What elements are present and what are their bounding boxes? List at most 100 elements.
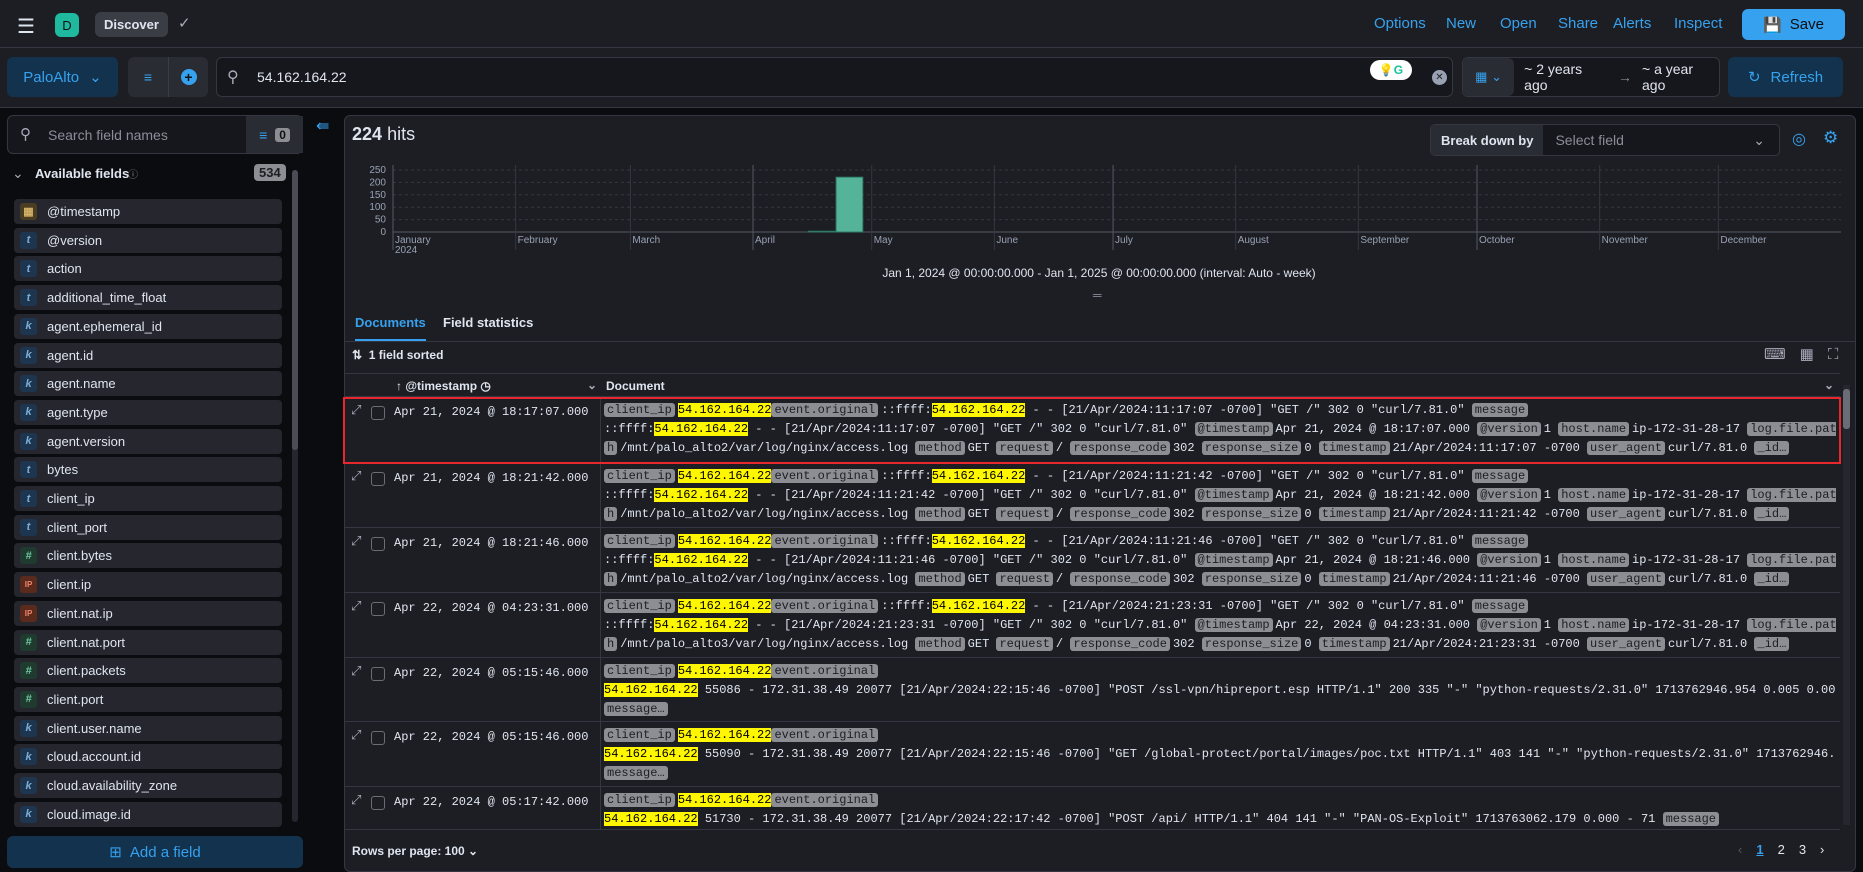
save-button[interactable]: 💾 Save [1742, 9, 1845, 40]
field-item[interactable]: IP client.ip [14, 572, 282, 598]
field-item[interactable]: # client.port [14, 686, 282, 712]
gear-icon[interactable]: ⚙ [1823, 128, 1839, 147]
tab-documents[interactable]: Documents [355, 315, 426, 341]
new-link[interactable]: New [1446, 15, 1477, 32]
expand-icon[interactable]: ⤢ [351, 664, 362, 679]
date-end[interactable]: ~ a year ago [1642, 61, 1693, 93]
field-value: /mnt/palo_alto2/var/log/nginx/access.log [620, 572, 916, 586]
field-key-badge: request [996, 572, 1053, 586]
field-item[interactable]: k cloud.availability_zone [14, 773, 282, 798]
add-field-button[interactable]: ⊞ Add a field [7, 836, 303, 868]
field-item[interactable]: k cloud.image.id [14, 801, 282, 827]
open-link[interactable]: Open [1500, 15, 1537, 32]
density-icon[interactable]: ▦ [1799, 346, 1828, 363]
table-row[interactable]: ⤢ Apr 21, 2024 @ 18:21:46.000 client_ip 54.… [344, 528, 1840, 593]
field-item[interactable]: ▦ @timestamp [14, 199, 282, 224]
clear-icon[interactable]: ✕ [1432, 70, 1447, 85]
row-checkbox[interactable] [371, 731, 385, 745]
field-key-badge: method [915, 637, 965, 651]
rows-per-page[interactable]: Rows per page: 100 ⌄ [352, 844, 479, 858]
field-item[interactable]: IP client.nat.ip [14, 600, 282, 626]
table-row[interactable]: ⤢ Apr 22, 2024 @ 04:23:31.000 client_ip 54.… [344, 593, 1840, 658]
field-item[interactable]: k agent.id [14, 342, 282, 368]
share-link[interactable]: Share [1558, 15, 1599, 32]
field-item[interactable]: t bytes [14, 457, 282, 483]
field-item[interactable]: t additional_time_float [14, 285, 282, 311]
chevron-down-icon[interactable]: ⌄ [1824, 378, 1835, 392]
add-filter-button[interactable]: + [168, 57, 208, 97]
expand-icon[interactable]: ⤢ [351, 534, 362, 549]
histogram-bar[interactable] [835, 176, 864, 233]
table-row[interactable]: ⤢ Apr 22, 2024 @ 05:15:46.000 client_ip 54.… [344, 722, 1840, 787]
query-input[interactable]: ⚲ 54.162.164.22 💡G ✕ [216, 57, 1453, 97]
available-fields-title[interactable]: Available fields [35, 166, 130, 181]
date-picker[interactable]: ▦ ⌄ ~ 2 years ago → ~ a year ago [1462, 57, 1720, 97]
field-search-input[interactable]: ⚲ Search field names ≡ 0 [7, 115, 303, 154]
field-item[interactable]: t @version [14, 227, 282, 253]
space-avatar[interactable]: D [55, 13, 79, 37]
date-start[interactable]: ~ 2 years ago [1524, 61, 1583, 93]
field-item[interactable]: k client.user.name [14, 715, 282, 741]
row-checkbox[interactable] [371, 796, 385, 810]
calendar-icon[interactable]: ▦ ⌄ [1463, 58, 1515, 96]
field-item[interactable]: k agent.ephemeral_id [14, 313, 282, 339]
page-1[interactable]: 1 [1756, 842, 1764, 857]
fullscreen-icon[interactable]: ⛶ [1827, 346, 1853, 363]
x-tick-label: July [1115, 235, 1133, 246]
row-checkbox[interactable] [371, 667, 385, 681]
table-row[interactable]: ⤢ Apr 22, 2024 @ 05:15:46.000 client_ip 54.… [344, 658, 1840, 722]
field-value: curl/7.81.0 [1668, 637, 1755, 651]
page-3[interactable]: 3 [1798, 842, 1807, 857]
row-checkbox[interactable] [371, 472, 385, 486]
histogram-bar[interactable] [807, 230, 836, 233]
page-2[interactable]: 2 [1777, 842, 1785, 857]
timestamp-column-header[interactable]: ↑ @timestamp ◷ [396, 379, 491, 393]
data-view-picker[interactable]: PaloAlto ⌄ [7, 57, 118, 97]
field-item[interactable]: # client.bytes [14, 543, 282, 569]
expand-icon[interactable]: ⤢ [351, 599, 362, 614]
alerts-link[interactable]: Alerts [1613, 15, 1652, 32]
expand-icon[interactable]: ⤢ [351, 793, 362, 808]
row-checkbox[interactable] [371, 406, 385, 420]
prev-page-icon[interactable]: ‹ [1738, 842, 1743, 857]
field-item[interactable]: k agent.type [14, 399, 282, 425]
document-column-header[interactable]: Document [606, 379, 665, 393]
table-scrollbar[interactable] [1843, 385, 1850, 825]
table-row[interactable]: ⤢ Apr 22, 2024 @ 05:17:42.000 client_ip 54.… [344, 787, 1840, 830]
field-filter-button[interactable]: ≡ 0 [246, 116, 303, 153]
row-checkbox[interactable] [371, 537, 385, 551]
collapse-sidebar-icon[interactable]: ⇚ [316, 118, 330, 135]
expand-icon[interactable]: ⤢ [351, 728, 362, 743]
options-link[interactable]: Options [1374, 15, 1426, 32]
table-row[interactable]: ⤢ Apr 21, 2024 @ 18:17:07.000 client_ip 54.… [344, 397, 1840, 463]
sidebar-scrollbar[interactable] [292, 170, 298, 822]
keyboard-icon[interactable]: ⌨ [1764, 346, 1800, 363]
expand-icon[interactable]: ⤢ [351, 469, 362, 484]
chevron-down-icon[interactable]: ⌄ [587, 378, 598, 392]
grammarly-icon[interactable]: 💡G [1370, 60, 1412, 80]
filter-menu-button[interactable]: ≡ [128, 57, 168, 97]
field-item[interactable]: k agent.name [14, 371, 282, 397]
breadcrumb-discover[interactable]: Discover [95, 12, 168, 37]
breakdown-label: Break down by [1431, 125, 1544, 155]
table-row[interactable]: ⤢ Apr 21, 2024 @ 18:21:42.000 client_ip 54.… [344, 463, 1840, 528]
field-item[interactable]: t action [14, 256, 282, 282]
field-item[interactable]: k cloud.account.id [14, 744, 282, 770]
menu-icon[interactable]: ☰ [17, 16, 35, 38]
chevron-down-icon[interactable]: ⌄ [12, 165, 24, 181]
field-item[interactable]: t client_ip [14, 486, 282, 511]
field-item[interactable]: k agent.version [14, 428, 282, 454]
tab-field-statistics[interactable]: Field statistics [443, 315, 534, 330]
inspect-link[interactable]: Inspect [1674, 15, 1723, 32]
sort-indicator[interactable]: ⇅ 1 field sorted [352, 348, 443, 362]
breakdown-select[interactable]: Break down by Select field ⌄ [1430, 124, 1780, 156]
next-page-icon[interactable]: › [1820, 842, 1825, 857]
refresh-button[interactable]: ↻ Refresh [1728, 57, 1843, 97]
ai-assistant-icon[interactable]: ◎ [1792, 131, 1806, 148]
resize-handle[interactable]: ═ [1093, 288, 1102, 302]
row-checkbox[interactable] [371, 602, 385, 616]
field-item[interactable]: # client.packets [14, 658, 282, 684]
field-item[interactable]: # client.nat.port [14, 629, 282, 655]
expand-icon[interactable]: ⤢ [351, 403, 362, 418]
field-item[interactable]: t client_port [14, 514, 282, 540]
